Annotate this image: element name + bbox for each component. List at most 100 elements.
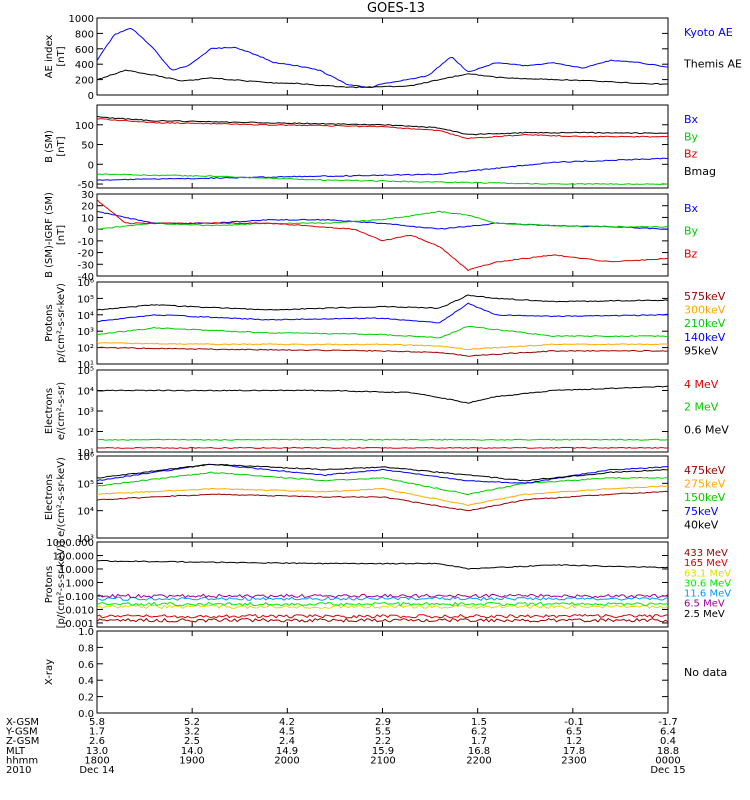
footer-cell: 6.5 [566,727,582,738]
y-tick-label: 100 [75,121,94,132]
series-line-575kev [96,346,669,357]
legend-entry: 0.6 MeV [684,423,729,436]
y-tick-label: 10⁵ [77,479,94,490]
y-tick-label: 1000.000 [46,538,94,549]
footer-cell: 3.2 [184,727,200,738]
legend-entry: 4 MeV [684,378,719,391]
y-tick-label: 0.2 [78,693,94,704]
y-tick-label: 0.6 [78,660,94,671]
panel-frame [96,541,669,628]
footer-cell: -1.7 [658,717,678,728]
footer-cell: 2.4 [279,736,295,747]
y-axis-label: AE index [44,35,55,79]
legend-entry: 63.1 MeV [684,568,731,579]
series-line-475kev [96,490,669,512]
footer-cell: 1.2 [566,736,582,747]
footer-cell: Dec 14 [79,765,114,776]
y-tick-label: -30 [78,260,94,271]
y-tick-label: 1.0 [78,627,94,638]
footer-cell: 14.9 [276,746,298,757]
series-line-95kev [96,294,669,311]
footer-cell: 2.6 [89,736,105,747]
legend-entry: 150keV [684,491,726,504]
panel-frame [96,630,669,714]
y-tick-label: 10¹ [77,360,94,371]
legend-entry: 6.5 MeV [684,599,725,610]
series-line-150kev [96,471,669,496]
footer-cell: 1800 [84,755,109,766]
series-line-210kev [96,325,669,339]
y-tick-label: -10 [78,237,94,248]
y-tick-label: 1000 [69,14,94,25]
y-axis-label: Protons [44,304,55,341]
series-line-63.1-mev [96,604,669,610]
y-tick-label: 10⁴ [77,311,94,322]
panel-6: 10³ 10⁴ 10⁵ 10⁶ Electrons e/(cm²-s-sr-keV) 475… [44,452,726,545]
footer-row-label: 2010 [6,765,31,776]
legend-entry: 210keV [684,317,726,330]
series-line-6.5-mev [96,593,669,599]
series-line-themis-ae [96,69,668,89]
footer-cell: 4.2 [279,717,295,728]
series-line-bx [96,157,669,181]
legend-entry: Bz [684,148,698,161]
footer-cell: 2300 [561,755,586,766]
legend-entry: 75keV [684,505,719,518]
series-line-11.6-mev [96,596,669,602]
y-tick-label: -40 [78,272,94,283]
legend-entry: 575keV [684,290,726,303]
y-axis-label: Protons [44,566,55,603]
y-tick-label: 100.000 [53,551,94,562]
y-tick-label: 10³ [77,407,94,418]
legend-entry: 300keV [684,304,726,317]
panel-1: 0 200 400 600 800 1000 AE index [nT] Kyoto AE The… [44,14,742,102]
series-line-140kev [96,302,668,324]
footer-cell: 1.7 [89,727,105,738]
panel-8: 0.0 0.2 0.4 0.6 0.8 1.0 X-ray No data [44,627,727,720]
footer-cell: 1900 [179,755,204,766]
legend-entry: 2 MeV [684,401,719,414]
footer-cell: 2100 [370,755,395,766]
y-tick-label: 0.001 [65,619,94,630]
footer-cell: 5.8 [89,717,105,728]
footer-cell: 0.4 [660,736,676,747]
series-line-kyoto-ae [96,27,669,89]
legend-entry: 2.5 MeV [684,609,725,620]
y-tick-label: 10 [81,213,94,224]
footer-row-label: hhmm [6,755,38,766]
y-axis-label: X-ray [44,659,55,685]
y-tick-label: 0 [88,160,94,171]
y-axis-unit: [nT] [56,136,67,156]
footer-cell: 2000 [274,755,299,766]
footer-cell: 5.2 [184,717,200,728]
legend-entry: Themis AE [683,58,742,71]
legend-entry: Bz [684,247,698,260]
y-tick-label: 400 [75,60,94,71]
series-line-2-mev [96,438,669,441]
y-axis-label: Electrons [44,474,55,520]
footer-cell: 0000 [655,755,680,766]
y-axis-label: Electrons [44,388,55,434]
series-line-bz [96,118,669,140]
y-axis-label: B (SM)-IGRF (SM) [44,192,55,278]
y-axis-unit: [p/(cm²-s-sr-keV)] [56,541,67,629]
footer-row-label: X-GSM [6,717,39,728]
footer-cell: 14.0 [181,746,203,757]
y-tick-label: 0.010 [65,605,94,616]
legend-entry: 275keV [684,478,726,491]
footer-cell: 4.5 [279,727,295,738]
legend-entry: 95keV [684,344,719,357]
footer-cell: 15.9 [372,746,394,757]
y-axis-unit: [nT] [56,46,67,66]
panel-7: 0.001 0.010 0.100 1.000 10.000 100.000 1000.00… [44,538,731,630]
footer-cell: 2.9 [375,717,391,728]
series-line-30.6-mev [96,601,669,607]
y-tick-label: 10⁶ [77,452,94,463]
footer-cell: 1.5 [471,717,487,728]
y-tick-label: 10² [77,344,94,355]
y-tick-label: 10.000 [59,565,94,576]
panel-2: -50 0 50 100 B (SM) [nT] Bx By Bz Bmag [44,104,716,191]
footer-cell: 16.8 [468,746,490,757]
y-tick-label: 0.100 [65,592,94,603]
